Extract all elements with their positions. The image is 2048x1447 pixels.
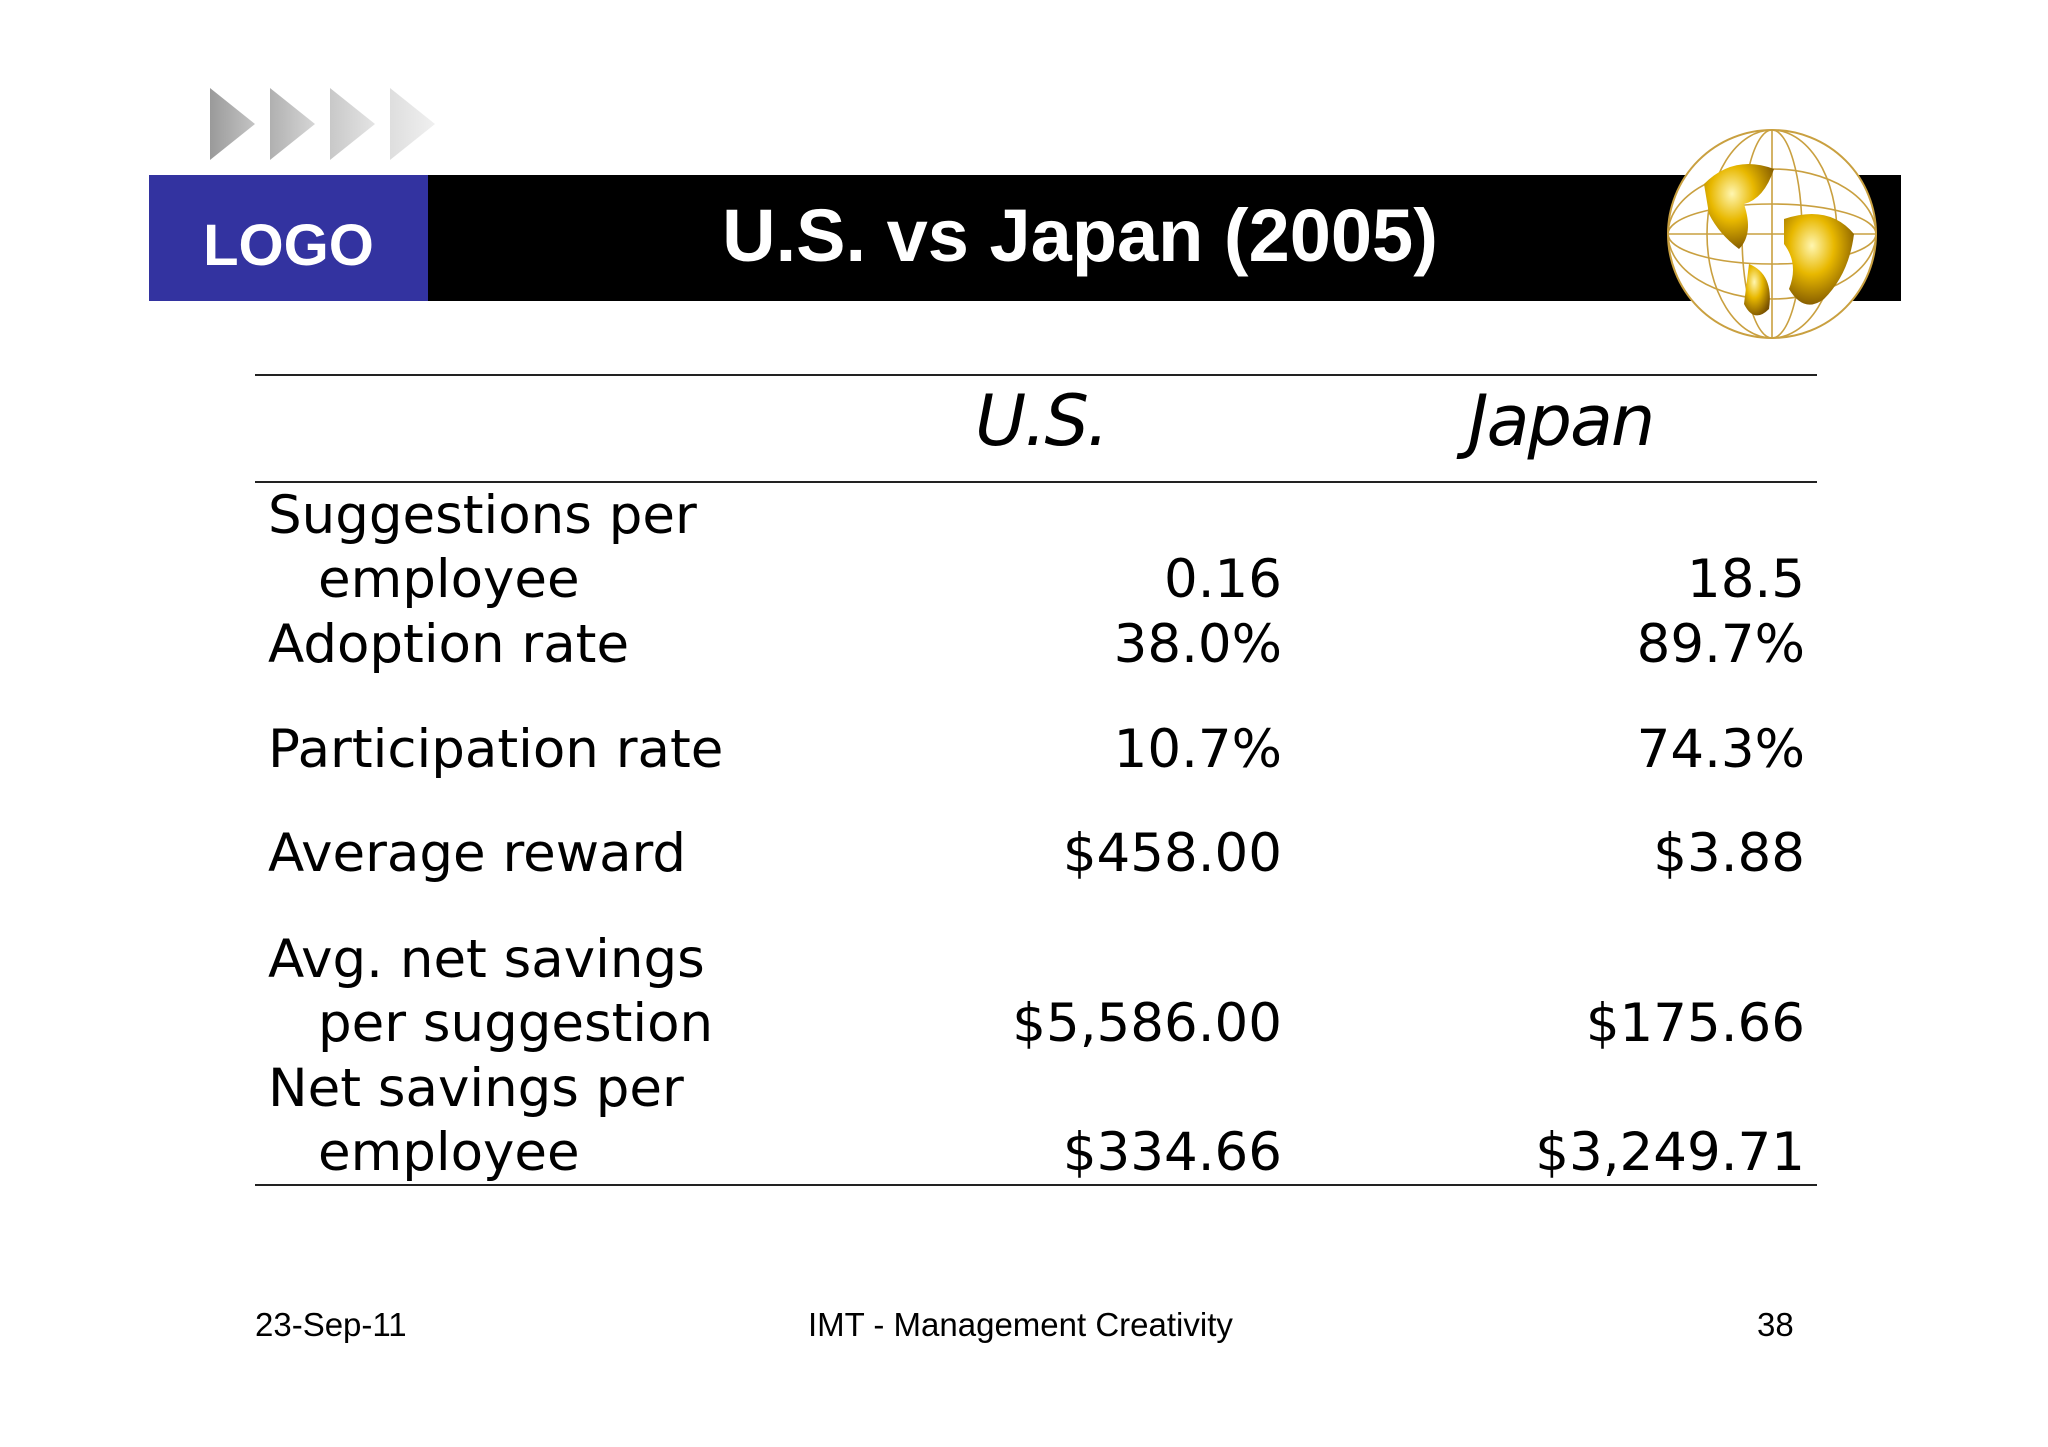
logo-text: LOGO: [203, 212, 374, 278]
slide-title: U.S. vs Japan (2005): [722, 193, 1438, 277]
cell-us: 38.0%: [1113, 614, 1282, 675]
row-label: Adoption rate: [268, 614, 630, 675]
logo: LOGO: [149, 175, 428, 301]
row-label: Suggestions per: [268, 485, 697, 546]
title-bar: [428, 175, 1901, 301]
table-top-rule: [255, 374, 1817, 376]
cell-us: $5,586.00: [1012, 993, 1282, 1054]
footer-date: 23-Sep-11: [255, 1306, 407, 1343]
column-header-us: U.S.: [975, 380, 1109, 462]
row-label: Average reward: [268, 823, 687, 884]
cell-us: 0.16: [1163, 549, 1282, 610]
cell-us: $458.00: [1062, 823, 1282, 884]
row-label: Net savings per: [268, 1058, 684, 1119]
column-header-japan: Japan: [1468, 380, 1655, 462]
table-bottom-rule: [255, 1184, 1817, 1186]
cell-us: $334.66: [1062, 1122, 1282, 1183]
cell-japan: 89.7%: [1636, 614, 1805, 675]
cell-us: 10.7%: [1113, 719, 1282, 780]
table-header-rule: [255, 481, 1817, 483]
globe-icon: [1667, 129, 1877, 339]
page-number: 38: [1757, 1306, 1794, 1343]
arrow-chevrons-icon: [210, 88, 435, 160]
row-label-cont: employee: [318, 549, 580, 610]
cell-japan: 74.3%: [1636, 719, 1805, 780]
row-label-cont: per suggestion: [318, 993, 714, 1054]
cell-japan: $3.88: [1653, 823, 1805, 884]
row-label: Avg. net savings: [268, 929, 705, 990]
footer-title: IMT - Management Creativity: [808, 1306, 1233, 1343]
row-label: Participation rate: [268, 719, 724, 780]
cell-japan: $3,249.71: [1535, 1122, 1805, 1183]
row-label-cont: employee: [318, 1122, 580, 1183]
cell-japan: 18.5: [1686, 549, 1805, 610]
cell-japan: $175.66: [1585, 993, 1805, 1054]
